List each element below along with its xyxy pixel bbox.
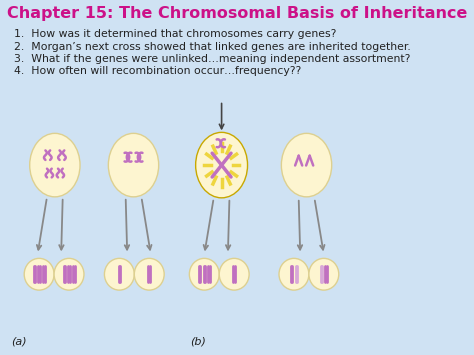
- Ellipse shape: [104, 258, 134, 290]
- Ellipse shape: [109, 133, 159, 197]
- Ellipse shape: [134, 258, 164, 290]
- Text: Chapter 15: The Chromosomal Basis of Inheritance: Chapter 15: The Chromosomal Basis of Inh…: [7, 6, 467, 21]
- Ellipse shape: [282, 133, 332, 197]
- Text: 3.  What if the genes were unlinked…meaning independent assortment?: 3. What if the genes were unlinked…meani…: [14, 54, 410, 64]
- Ellipse shape: [219, 258, 249, 290]
- Text: 4.  How often will recombination occur…frequency??: 4. How often will recombination occur…fr…: [14, 66, 301, 76]
- Ellipse shape: [54, 258, 84, 290]
- Text: 2.  Morgan’s next cross showed that linked genes are inherited together.: 2. Morgan’s next cross showed that linke…: [14, 42, 411, 51]
- Text: (a): (a): [11, 337, 27, 347]
- Ellipse shape: [24, 258, 54, 290]
- Text: 1.  How was it determined that chromosomes carry genes?: 1. How was it determined that chromosome…: [14, 29, 337, 39]
- Ellipse shape: [279, 258, 309, 290]
- Ellipse shape: [30, 133, 80, 197]
- Ellipse shape: [189, 258, 219, 290]
- Text: (b): (b): [190, 337, 206, 347]
- Ellipse shape: [309, 258, 339, 290]
- Ellipse shape: [196, 132, 247, 198]
